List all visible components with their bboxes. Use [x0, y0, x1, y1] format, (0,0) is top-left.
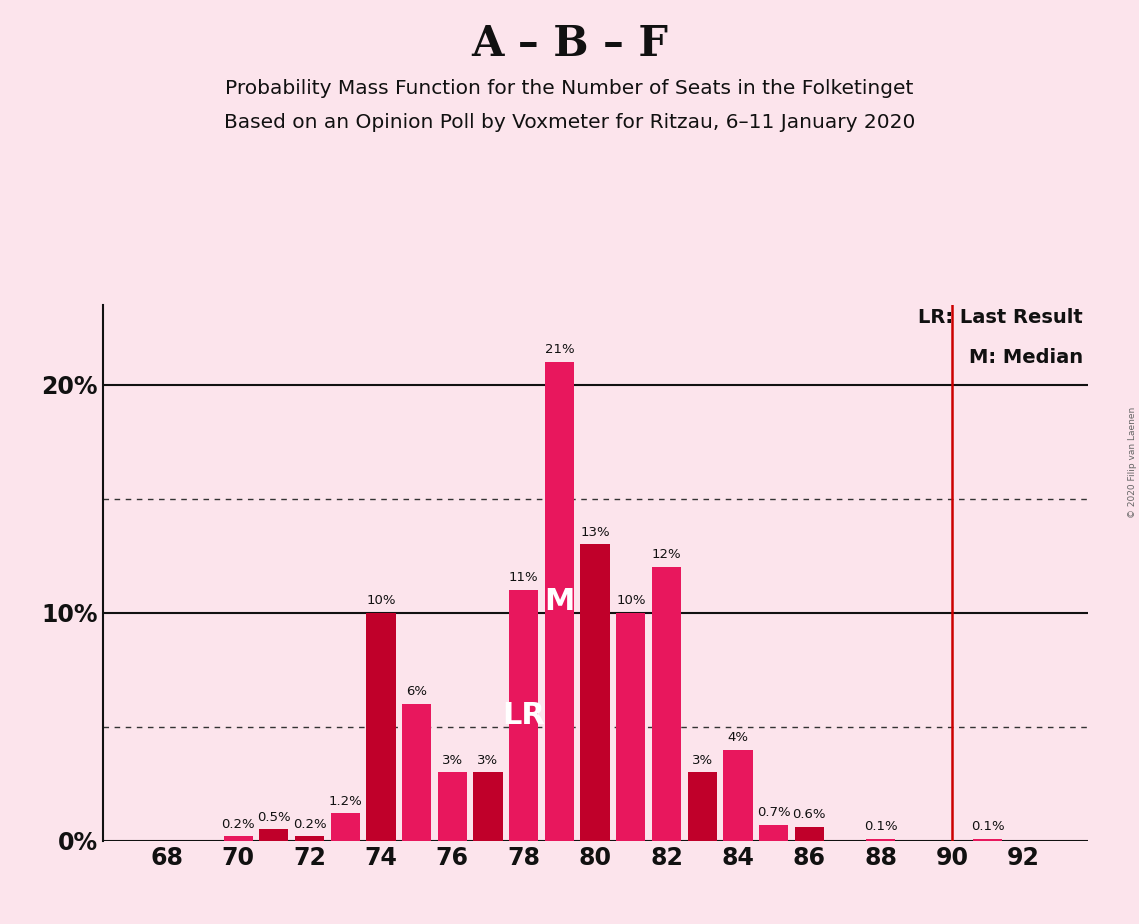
Text: 0.1%: 0.1% [970, 820, 1005, 833]
Text: 0.1%: 0.1% [863, 820, 898, 833]
Bar [437, 772, 467, 841]
Text: 0.6%: 0.6% [793, 808, 826, 821]
Bar [759, 825, 788, 841]
Text: 0.5%: 0.5% [257, 810, 290, 823]
Bar [581, 544, 609, 841]
Text: Probability Mass Function for the Number of Seats in the Folketinget: Probability Mass Function for the Number… [226, 79, 913, 98]
Bar [330, 813, 360, 841]
Bar [509, 590, 539, 841]
Text: 6%: 6% [407, 686, 427, 699]
Bar [474, 772, 502, 841]
Bar [973, 839, 1002, 841]
Text: © 2020 Filip van Laenen: © 2020 Filip van Laenen [1128, 407, 1137, 517]
Text: 10%: 10% [367, 594, 395, 607]
Text: LR: Last Result: LR: Last Result [918, 308, 1083, 326]
Bar [544, 362, 574, 841]
Text: M: M [544, 587, 574, 616]
Text: 3%: 3% [442, 754, 462, 767]
Text: 3%: 3% [691, 754, 713, 767]
Text: A – B – F: A – B – F [472, 23, 667, 65]
Text: 12%: 12% [652, 549, 681, 562]
Text: 11%: 11% [509, 571, 539, 584]
Bar [367, 613, 395, 841]
Text: 3%: 3% [477, 754, 499, 767]
Text: 21%: 21% [544, 343, 574, 357]
Bar [295, 836, 325, 841]
Text: 4%: 4% [728, 731, 748, 744]
Bar [223, 836, 253, 841]
Text: Based on an Opinion Poll by Voxmeter for Ritzau, 6–11 January 2020: Based on an Opinion Poll by Voxmeter for… [223, 113, 916, 132]
Bar [652, 567, 681, 841]
Bar [866, 839, 895, 841]
Bar [260, 830, 288, 841]
Text: 0.2%: 0.2% [293, 818, 327, 831]
Bar [688, 772, 716, 841]
Bar [795, 827, 823, 841]
Bar [402, 704, 432, 841]
Text: 0.7%: 0.7% [756, 806, 790, 820]
Bar [616, 613, 646, 841]
Text: 10%: 10% [616, 594, 646, 607]
Text: M: Median: M: Median [968, 347, 1083, 367]
Text: 13%: 13% [580, 526, 611, 539]
Text: LR: LR [502, 701, 546, 730]
Text: 0.2%: 0.2% [221, 818, 255, 831]
Bar [723, 749, 753, 841]
Text: 1.2%: 1.2% [328, 795, 362, 808]
